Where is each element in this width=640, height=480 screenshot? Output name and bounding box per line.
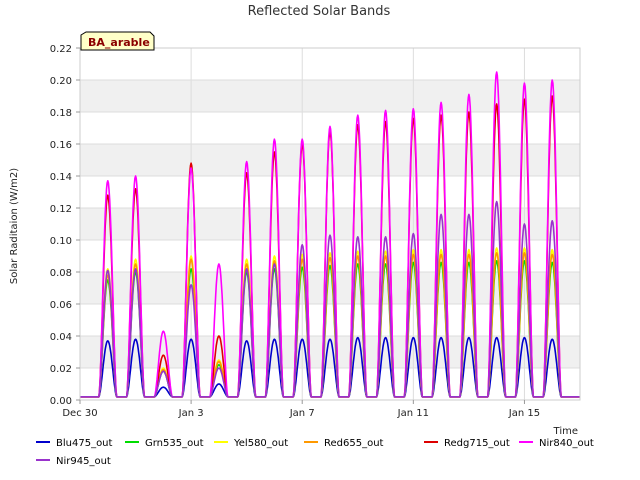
y-axis-title: Solar Raditaion (W/m2) <box>9 168 20 284</box>
legend-label: Nir945_out <box>56 456 111 467</box>
grid-band <box>80 48 580 80</box>
x-tick-label: Jan 3 <box>178 408 204 419</box>
x-tick-label: Dec 30 <box>62 408 97 419</box>
series-line-nir945-out <box>80 200 580 398</box>
x-axis: Dec 30 Jan 3 Jan 7 Jan 11 Jan 15 <box>62 400 540 419</box>
legend: Blu475_out Grn535_out Yel580_out Red655_out… <box>36 438 594 467</box>
site-label: BA_arable <box>88 36 150 49</box>
x-tick-label: Jan 7 <box>289 408 315 419</box>
y-tick-label: 0.08 <box>50 268 72 279</box>
grid-band <box>80 368 580 400</box>
legend-label: Blu475_out <box>56 438 113 449</box>
legend-label: Yel580_out <box>233 438 288 449</box>
plot-background <box>80 48 580 400</box>
y-tick-label: 0.14 <box>50 172 72 183</box>
y-tick-label: 0.12 <box>50 204 72 215</box>
y-tick-label: 0.18 <box>50 108 72 119</box>
legend-label: Grn535_out <box>145 438 204 449</box>
series-line-blu475-out <box>80 336 580 398</box>
y-tick-label: 0.04 <box>50 332 72 343</box>
y-axis: 0.00 0.02 0.04 0.06 0.08 0.10 0.12 0.14 0.16 0.18… <box>50 44 80 407</box>
y-tick-label: 0.00 <box>50 396 72 407</box>
y-tick-label: 0.16 <box>50 140 72 151</box>
grid-band <box>80 272 580 304</box>
y-tick-label: 0.10 <box>50 236 72 247</box>
series-line-nir840-out <box>80 71 580 398</box>
y-tick-label: 0.20 <box>50 76 72 87</box>
grid-band <box>80 304 580 336</box>
grid-band <box>80 336 580 368</box>
x-tick-label: Jan 11 <box>397 408 429 419</box>
y-tick-label: 0.02 <box>50 364 72 375</box>
grid-band <box>80 176 580 208</box>
plot-frame <box>79 47 581 401</box>
x-tick-label: Jan 15 <box>508 408 540 419</box>
legend-label: Redg715_out <box>444 438 510 449</box>
legend-label: Red655_out <box>324 438 384 449</box>
series-layer <box>80 71 580 398</box>
legend-label: Nir840_out <box>539 438 594 449</box>
x-axis-title: Time <box>553 426 578 437</box>
site-label-box: BA_arable <box>80 31 155 51</box>
chart-title: Reflected Solar Bands <box>248 4 391 19</box>
y-tick-label: 0.06 <box>50 300 72 311</box>
grid-band <box>80 80 580 112</box>
grid-band <box>80 144 580 176</box>
y-tick-label: 0.22 <box>50 44 72 55</box>
